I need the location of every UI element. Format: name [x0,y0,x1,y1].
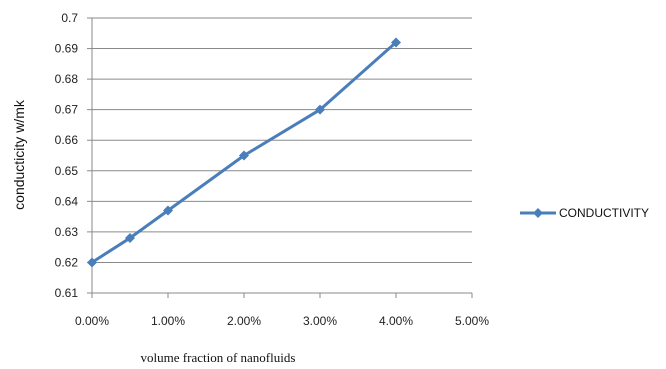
x-tick-label: 4.00% [379,314,413,328]
y-tick-label: 0.7 [61,11,78,25]
x-tick-label: 2.00% [227,314,261,328]
y-axis-label: conducticity w/mk [11,99,27,210]
x-tick-label: 1.00% [151,314,185,328]
data-point-marker [391,37,401,48]
x-axis-tick-labels: 0.00% 1.00% 2.00% 3.00% 4.00% 5.00% [75,314,489,328]
y-tick-label: 0.65 [55,164,79,178]
y-tick-label: 0.62 [55,255,79,269]
y-tick-label: 0.67 [55,103,79,117]
legend-label: CONDUCTIVITY [559,206,649,220]
y-tick-label: 0.64 [55,194,79,208]
gridlines [92,17,472,294]
y-tick-label: 0.61 [55,286,79,300]
data-point-marker [315,104,325,115]
y-tick-label: 0.68 [55,72,79,86]
y-tick-label: 0.69 [55,42,79,56]
x-tick-label: 5.00% [455,314,489,328]
data-point-marker [87,257,97,268]
x-tick-label: 0.00% [75,314,109,328]
legend-marker [533,208,543,218]
data-series [87,37,401,268]
data-point-marker [239,150,249,161]
legend: CONDUCTIVITY [520,206,649,220]
y-tick-label: 0.66 [55,133,79,147]
y-axis-tick-labels: 0.61 0.62 0.63 0.64 0.65 0.66 0.67 0.68 0.69 0.7 [55,11,79,300]
series-line [90,40,398,264]
axes [87,17,473,298]
data-point-marker [125,233,135,243]
y-tick-label: 0.63 [55,225,79,239]
x-axis-label: volume fraction of nanofluids [141,350,296,365]
x-tick-label: 3.00% [303,314,337,328]
data-point-marker [163,205,173,216]
